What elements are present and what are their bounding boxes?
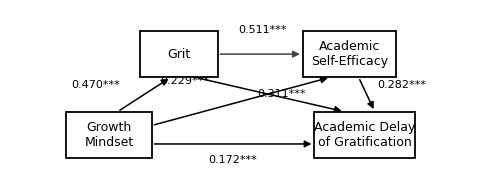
- Text: Growth
Mindset: Growth Mindset: [84, 121, 134, 149]
- Text: 0.470***: 0.470***: [71, 80, 120, 90]
- FancyBboxPatch shape: [314, 112, 415, 158]
- Text: Academic
Self-Efficacy: Academic Self-Efficacy: [310, 40, 388, 68]
- Text: 0.172***: 0.172***: [208, 155, 258, 165]
- Text: 0.282***: 0.282***: [377, 80, 426, 90]
- FancyBboxPatch shape: [303, 31, 396, 77]
- Text: 0.311***: 0.311***: [257, 89, 306, 99]
- FancyBboxPatch shape: [66, 112, 152, 158]
- FancyBboxPatch shape: [140, 31, 218, 77]
- Text: Academic Delay
of Gratification: Academic Delay of Gratification: [314, 121, 416, 149]
- Text: 0.229***: 0.229***: [160, 76, 209, 86]
- Text: Grit: Grit: [167, 48, 190, 61]
- Text: 0.511***: 0.511***: [238, 25, 287, 35]
